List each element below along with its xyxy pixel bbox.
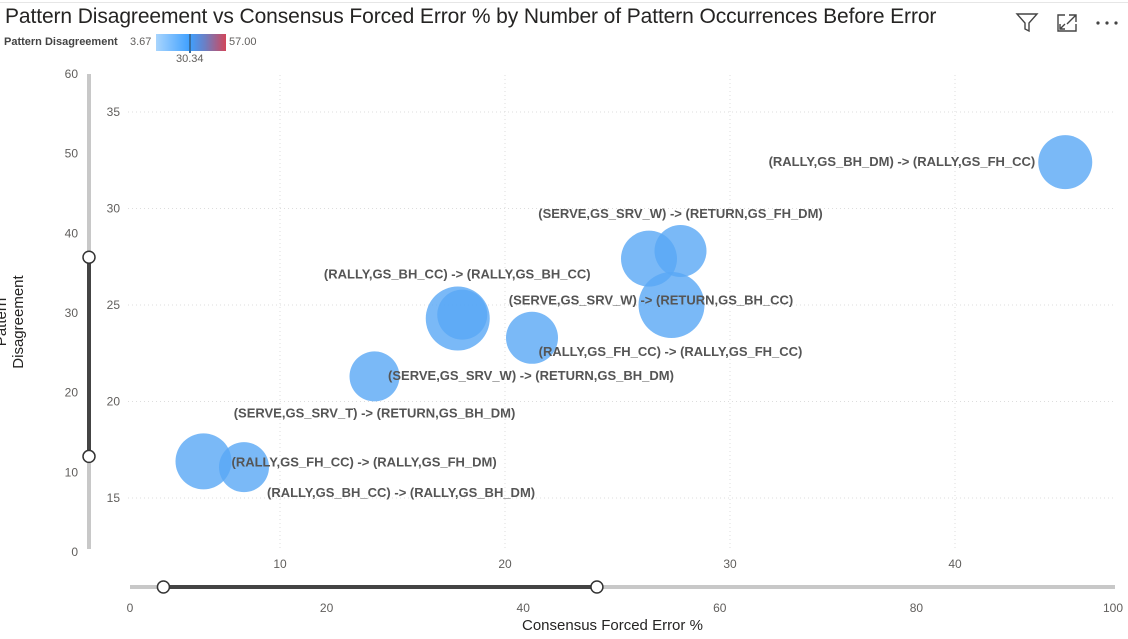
data-bubble[interactable]: [638, 272, 705, 338]
y-tick-label: 15: [107, 491, 121, 505]
legend-title: Pattern Disagreement: [4, 36, 118, 48]
data-label: (RALLY,GS_BH_CC) -> (RALLY,GS_BH_DM): [267, 485, 535, 500]
legend-mid: 30.34: [176, 53, 204, 65]
data-bubble[interactable]: [437, 289, 488, 340]
y-tick-label: 30: [107, 202, 121, 216]
data-label: (SERVE,GS_SRV_W) -> (RETURN,GS_BH_DM): [388, 368, 674, 383]
data-label: (RALLY,GS_BH_CC) -> (RALLY,GS_BH_CC): [324, 267, 591, 282]
y-slider-tick: 60: [65, 67, 79, 81]
y-tick-label: 35: [107, 105, 121, 119]
data-bubble[interactable]: [506, 311, 558, 364]
legend-max: 57.00: [229, 36, 257, 48]
y-zoom-slider-handle[interactable]: [82, 250, 96, 264]
y-zoom-slider-handle[interactable]: [82, 449, 96, 464]
x-slider-tick: 80: [910, 601, 924, 615]
y-tick-label: 20: [107, 395, 121, 409]
x-slider-tick: 0: [127, 601, 134, 615]
data-bubble[interactable]: [349, 351, 400, 402]
y-slider-tick: 10: [65, 465, 79, 479]
visual-header: [1014, 10, 1120, 36]
x-slider-tick: 40: [517, 601, 531, 615]
x-slider-tick: 100: [1103, 601, 1123, 615]
x-tick-label: 20: [498, 557, 512, 571]
data-label: (RALLY,GS_FH_CC) -> (RALLY,GS_FH_CC): [539, 344, 803, 359]
y-slider-tick: 0: [71, 545, 78, 559]
x-slider-tick: 20: [320, 601, 334, 615]
x-tick-label: 40: [948, 557, 962, 571]
data-bubble[interactable]: [219, 442, 269, 493]
y-axis-title: Pattern Disagreement: [0, 275, 27, 369]
data-label: (SERVE,GS_SRV_W) -> (RETURN,GS_BH_CC): [509, 293, 794, 308]
y-tick-label: 25: [107, 298, 121, 312]
data-label: (SERVE,GS_SRV_T) -> (RETURN,GS_BH_DM): [234, 405, 516, 420]
x-zoom-slider-handle[interactable]: [590, 580, 604, 594]
y-slider-tick: 50: [65, 147, 79, 161]
data-label: (RALLY,GS_BH_DM) -> (RALLY,GS_FH_CC): [769, 154, 1036, 169]
legend-min: 3.67: [130, 36, 152, 48]
legend-gradient: [156, 34, 226, 51]
y-slider-tick: 30: [65, 306, 79, 320]
data-bubble[interactable]: [175, 433, 232, 490]
data-bubble[interactable]: [654, 224, 707, 277]
data-label: (SERVE,GS_SRV_W) -> (RETURN,GS_FH_DM): [538, 206, 822, 221]
x-slider-tick: 60: [713, 601, 727, 615]
x-axis-title: Consensus Forced Error %: [522, 617, 703, 634]
x-tick-label: 30: [723, 557, 737, 571]
focus-mode-icon[interactable]: [1054, 10, 1080, 36]
x-zoom-slider-handle[interactable]: [156, 580, 171, 594]
filter-icon[interactable]: [1014, 10, 1040, 36]
legend-mid-marker: [189, 34, 191, 53]
more-options-icon[interactable]: [1094, 10, 1120, 36]
y-slider-tick: 20: [65, 386, 79, 400]
data-bubble[interactable]: [1038, 135, 1093, 190]
x-tick-label: 10: [273, 557, 287, 571]
y-slider-tick: 40: [65, 226, 79, 240]
chart-title: Pattern Disagreement vs Consensus Forced…: [5, 5, 937, 28]
data-label: (RALLY,GS_FH_CC) -> (RALLY,GS_FH_DM): [232, 454, 497, 469]
visual-border: [0, 2, 1128, 3]
